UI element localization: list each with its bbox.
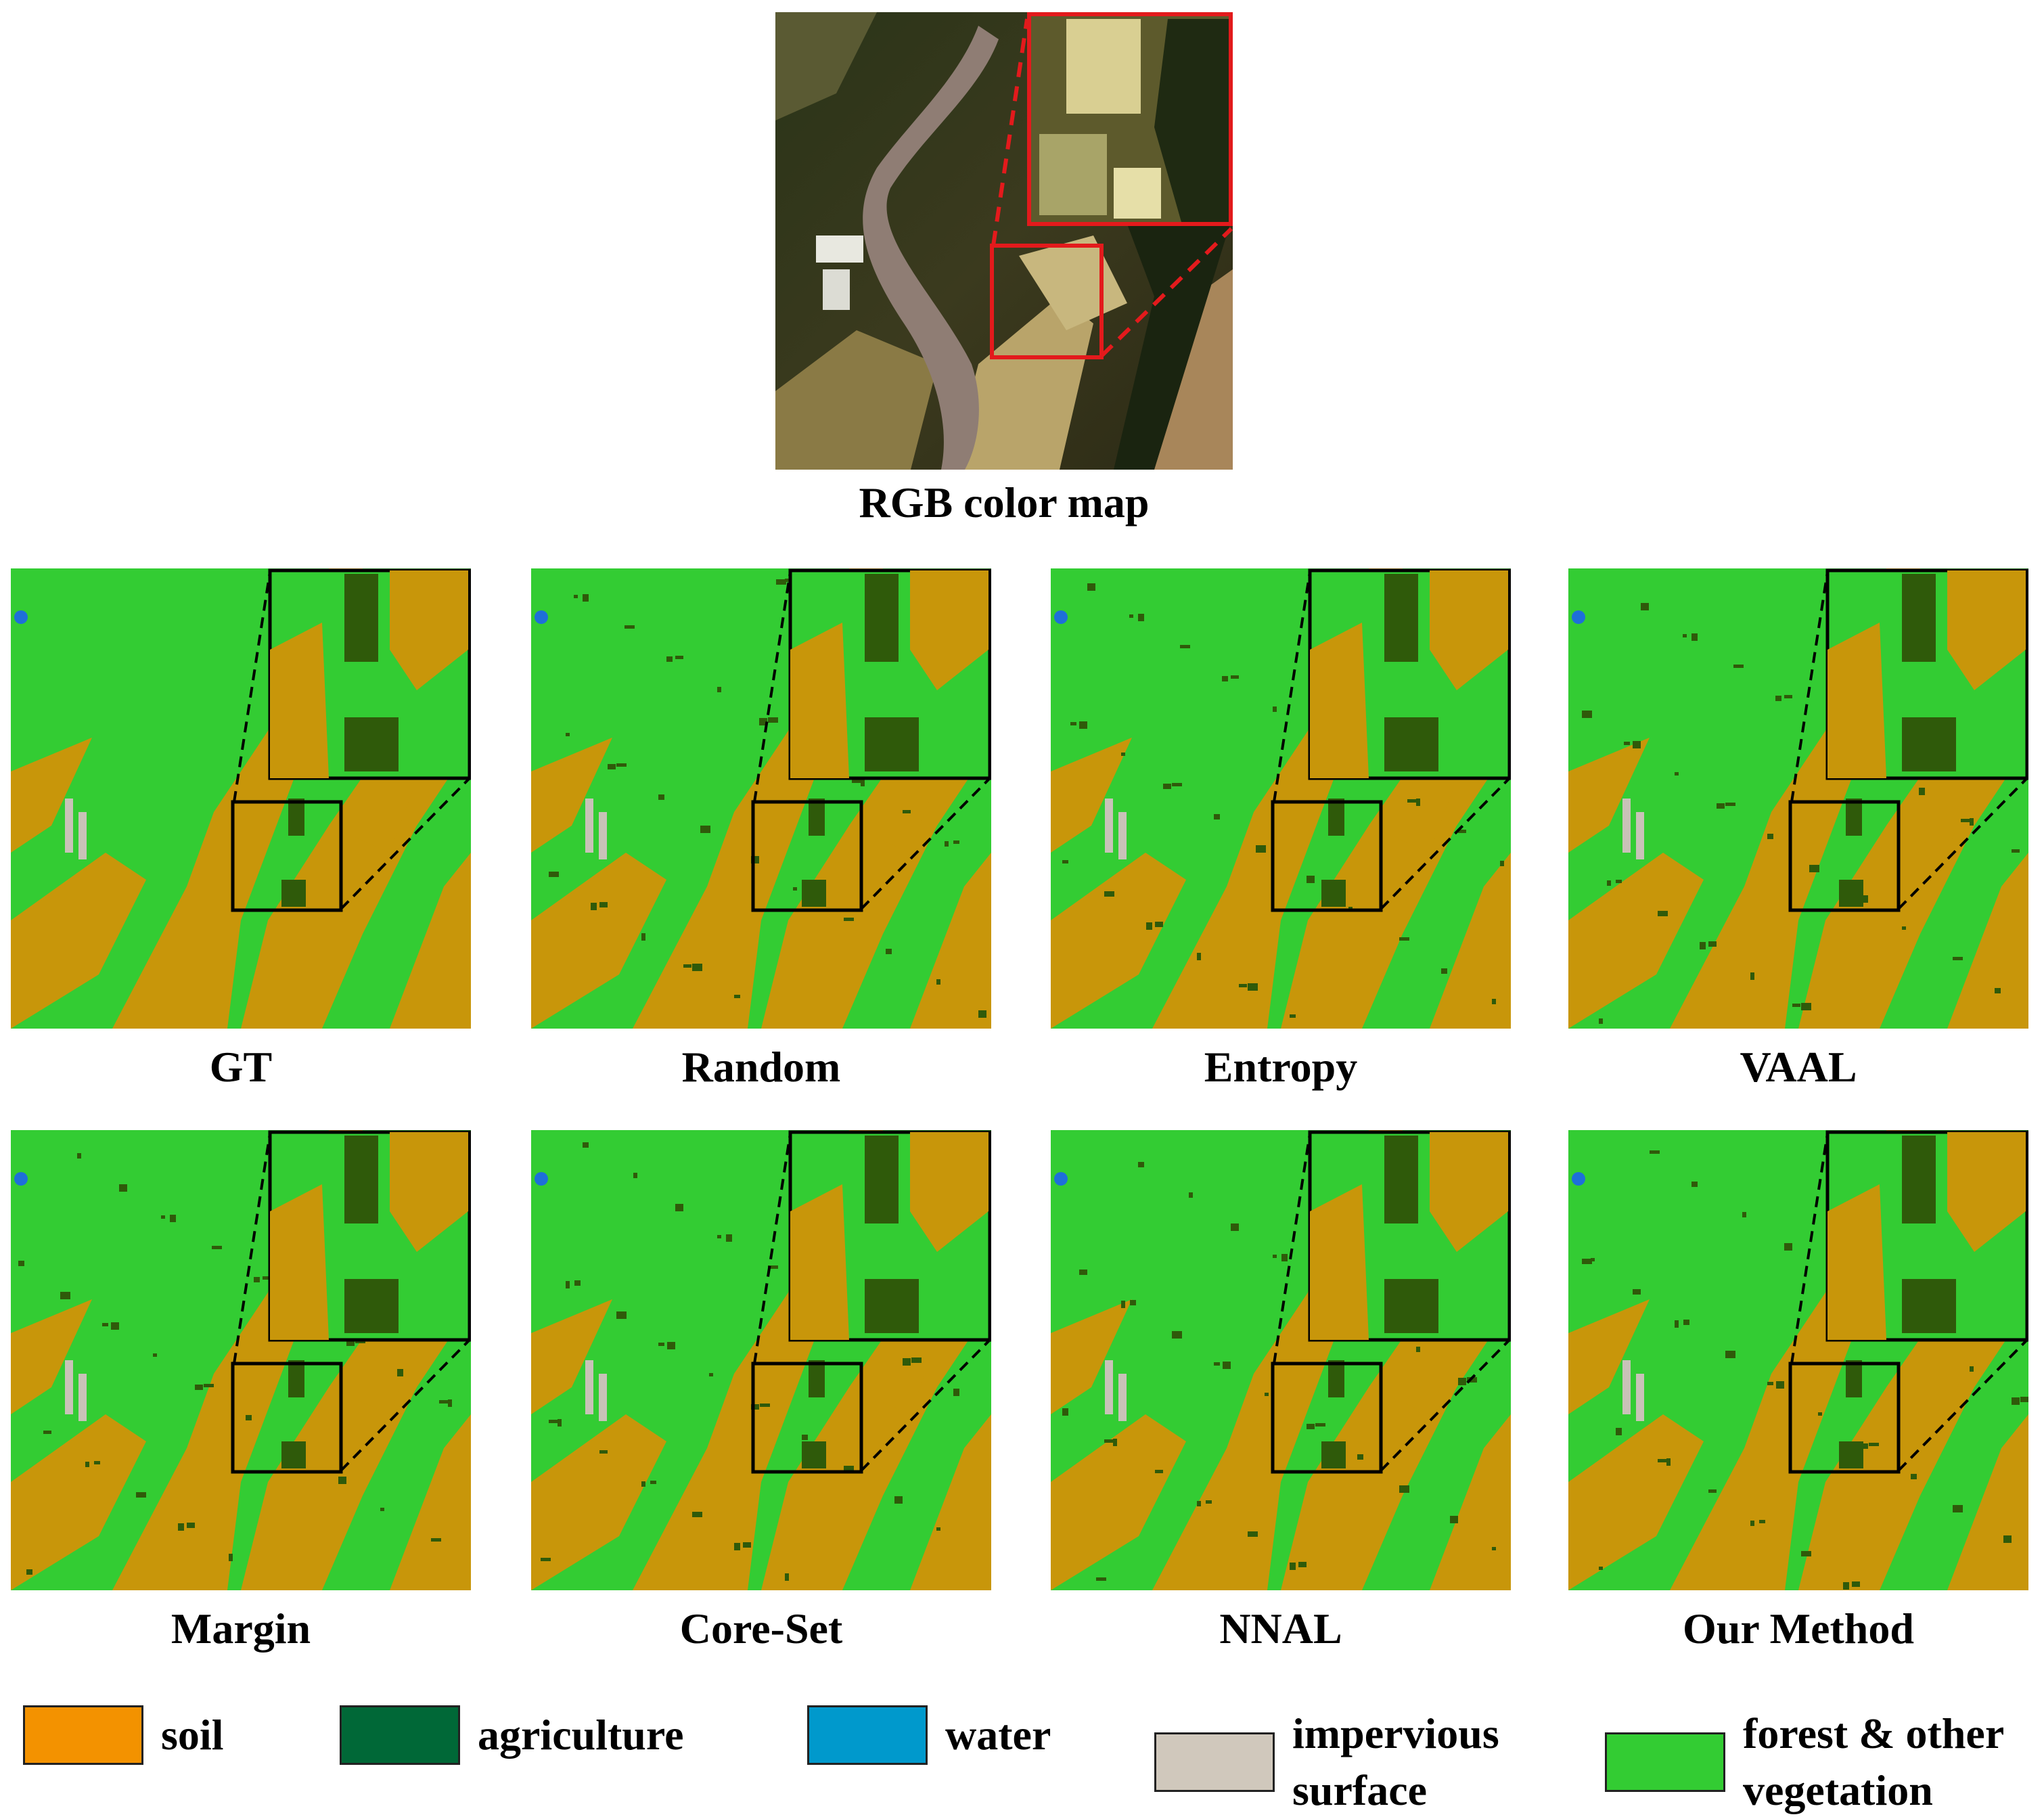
legend-swatch-impervious-surface xyxy=(1154,1732,1275,1792)
legend-swatch-water xyxy=(807,1705,928,1765)
caption-entropy: Entropy xyxy=(1204,1043,1358,1091)
caption-our-method: Our Method xyxy=(1683,1604,1914,1653)
legend-item-impervious-surface: impervious surface xyxy=(1154,1705,1499,1819)
legend-label-agriculture: agriculture xyxy=(478,1711,684,1759)
rgb-color-map-image xyxy=(775,12,1233,470)
segmentation-map-our-method xyxy=(1568,1130,2028,1590)
legend-swatch-soil xyxy=(23,1705,143,1765)
legend-item-agriculture: agriculture xyxy=(340,1705,684,1765)
caption-nnal: NNAL xyxy=(1219,1604,1342,1653)
caption-gt: GT xyxy=(209,1043,273,1091)
caption-core-set: Core-Set xyxy=(679,1604,843,1653)
legend-item-soil: soil xyxy=(23,1705,223,1765)
segmentation-map-margin xyxy=(11,1130,471,1590)
legend-item-water: water xyxy=(807,1705,1051,1765)
caption-random: Random xyxy=(681,1043,841,1091)
segmentation-map-random xyxy=(531,568,991,1029)
caption-vaal: VAAL xyxy=(1740,1043,1857,1091)
rgb-color-map-caption: RGB color map xyxy=(859,478,1150,526)
legend-swatch-agriculture xyxy=(340,1705,460,1765)
segmentation-map-core-set xyxy=(531,1130,991,1590)
legend-item-forest-other-vegetation: forest & other vegetation xyxy=(1605,1705,2004,1819)
segmentation-map-nnal xyxy=(1051,1130,1511,1590)
segmentation-map-entropy xyxy=(1051,568,1511,1029)
segmentation-map-vaal xyxy=(1568,568,2028,1029)
legend-label-soil: soil xyxy=(161,1711,224,1759)
legend-swatch-forest-other-vegetation xyxy=(1605,1732,1725,1792)
caption-margin: Margin xyxy=(171,1604,311,1653)
legend-label-water: water xyxy=(945,1711,1051,1759)
segmentation-map-gt xyxy=(11,568,471,1029)
